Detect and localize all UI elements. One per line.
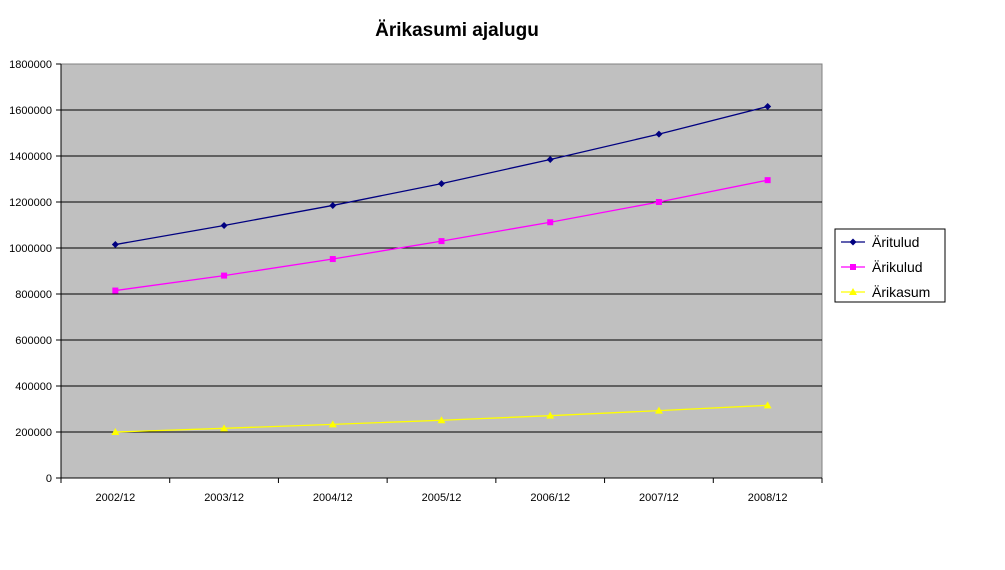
data-point [329,256,336,263]
data-point [654,406,663,414]
y-tick-label: 0 [46,473,52,485]
y-tick-label: 600000 [15,335,52,347]
data-point [547,219,554,226]
y-tick-label: 1600000 [9,105,52,117]
legend-marker [849,238,857,246]
data-point [437,416,446,424]
x-tick-label: 2008/12 [748,492,788,504]
chart-title: Ärikasumi ajalugu [375,20,539,41]
x-tick-label: 2007/12 [639,492,679,504]
legend: Äritulud Ärikulud Ärikasum [834,228,946,303]
y-tick-label: 800000 [15,289,52,301]
x-tick-label: 2005/12 [422,492,462,504]
data-point [438,238,445,245]
plot-area [60,63,823,479]
legend-marker [849,288,857,295]
series-layer [111,103,772,435]
x-tick-label: 2003/12 [204,492,244,504]
series-2 [112,177,771,294]
data-point [764,177,771,184]
data-point [111,241,119,249]
data-point [220,424,229,432]
legend-item: Ärikasum [841,284,930,300]
data-point [655,130,663,138]
data-point [438,180,445,188]
data-point [112,287,119,294]
legend-item: Ärikulud [841,259,923,275]
data-point [111,428,120,435]
data-point [221,272,228,279]
data-point [546,155,554,163]
y-tick-label: 200000 [15,427,52,439]
gridlines [61,109,822,433]
y-tick-label: 1400000 [9,151,52,163]
data-point [328,420,337,428]
legend-label: Ärikasum [872,284,930,300]
x-tick-label: 2002/12 [95,492,135,504]
legend-label: Ärikulud [872,259,923,275]
y-tick-label: 400000 [15,381,52,393]
legend-item: Äritulud [841,234,919,250]
data-point [220,221,228,229]
y-tick-label: 1200000 [9,197,52,209]
data-point [764,103,772,111]
legend-label: Äritulud [872,234,919,250]
series-3 [111,401,772,435]
series-1 [111,103,772,249]
data-point [546,411,555,419]
y-tick-label: 1000000 [9,243,52,255]
data-point [329,201,337,209]
x-tick-label: 2006/12 [530,492,570,504]
data-point [655,199,662,205]
y-tick-label: 1800000 [9,59,52,71]
data-point [763,401,772,409]
x-tick-label: 2004/12 [313,492,353,504]
legend-marker [850,264,856,270]
axes: 0 200000 400000 600000 800000 1000000 1200000 1… [9,59,823,504]
